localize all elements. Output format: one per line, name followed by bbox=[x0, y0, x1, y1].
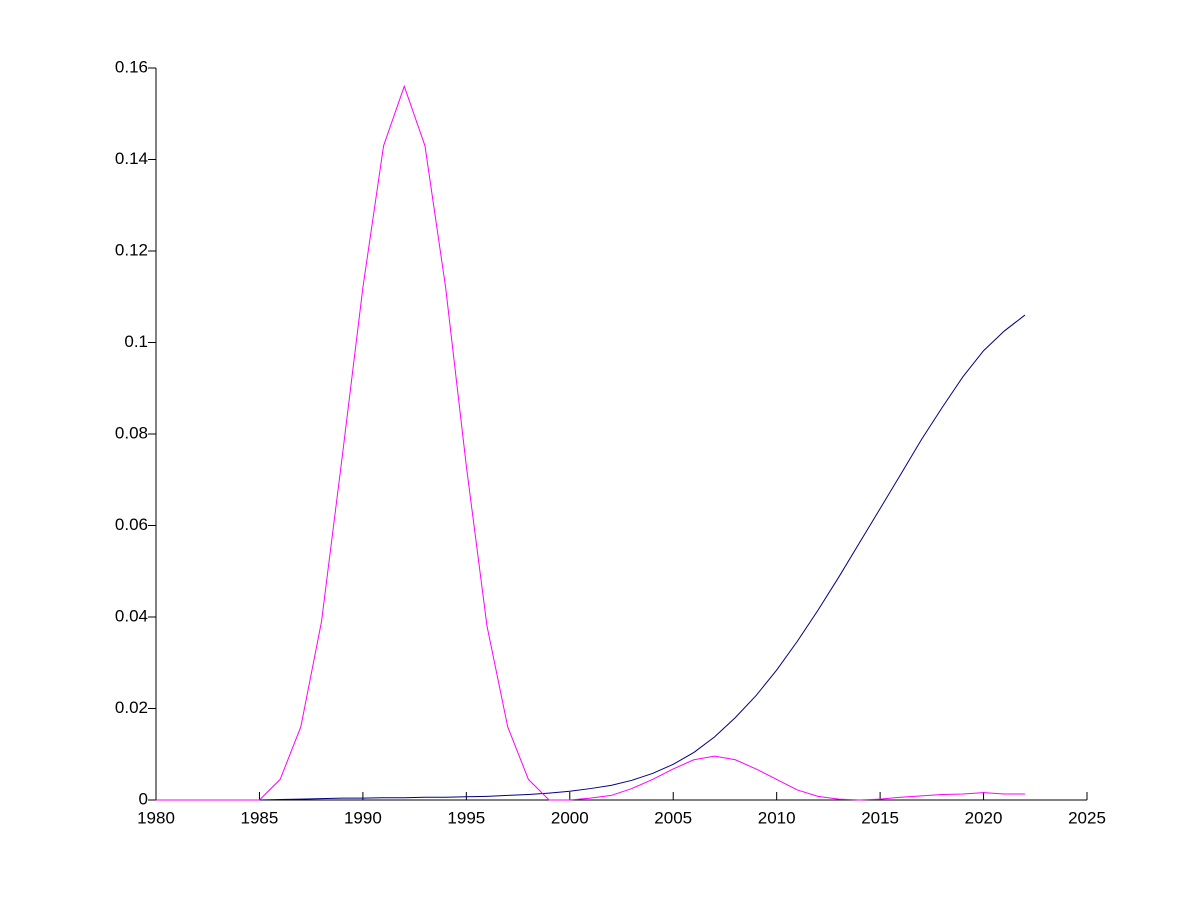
x-tick-label: 2010 bbox=[758, 808, 796, 827]
x-tick-label: 2015 bbox=[861, 808, 899, 827]
series-line bbox=[156, 84, 1025, 801]
x-tick-label: 2000 bbox=[551, 808, 589, 827]
y-tick-label: 0.02 bbox=[115, 698, 148, 717]
y-tick-label: 0.12 bbox=[115, 240, 148, 259]
x-tick-label: 2025 bbox=[1068, 808, 1106, 827]
x-tick-label: 1995 bbox=[447, 808, 485, 827]
series-line bbox=[156, 314, 1026, 801]
x-tick-label: 2020 bbox=[965, 808, 1003, 827]
x-tick-label: 1990 bbox=[344, 808, 382, 827]
y-tick-label: 0.04 bbox=[115, 606, 148, 625]
y-tick-label: 0.08 bbox=[115, 423, 148, 442]
y-tick-label: 0.1 bbox=[124, 332, 148, 351]
x-tick-label: 2005 bbox=[654, 808, 692, 827]
x-tick-label: 1985 bbox=[241, 808, 279, 827]
x-tick-label: 1980 bbox=[137, 808, 175, 827]
y-tick-label: 0.16 bbox=[115, 57, 148, 76]
y-tick-label: 0.06 bbox=[115, 515, 148, 534]
y-tick-label: 0 bbox=[139, 789, 148, 808]
y-tick-label: 0.14 bbox=[115, 149, 148, 168]
